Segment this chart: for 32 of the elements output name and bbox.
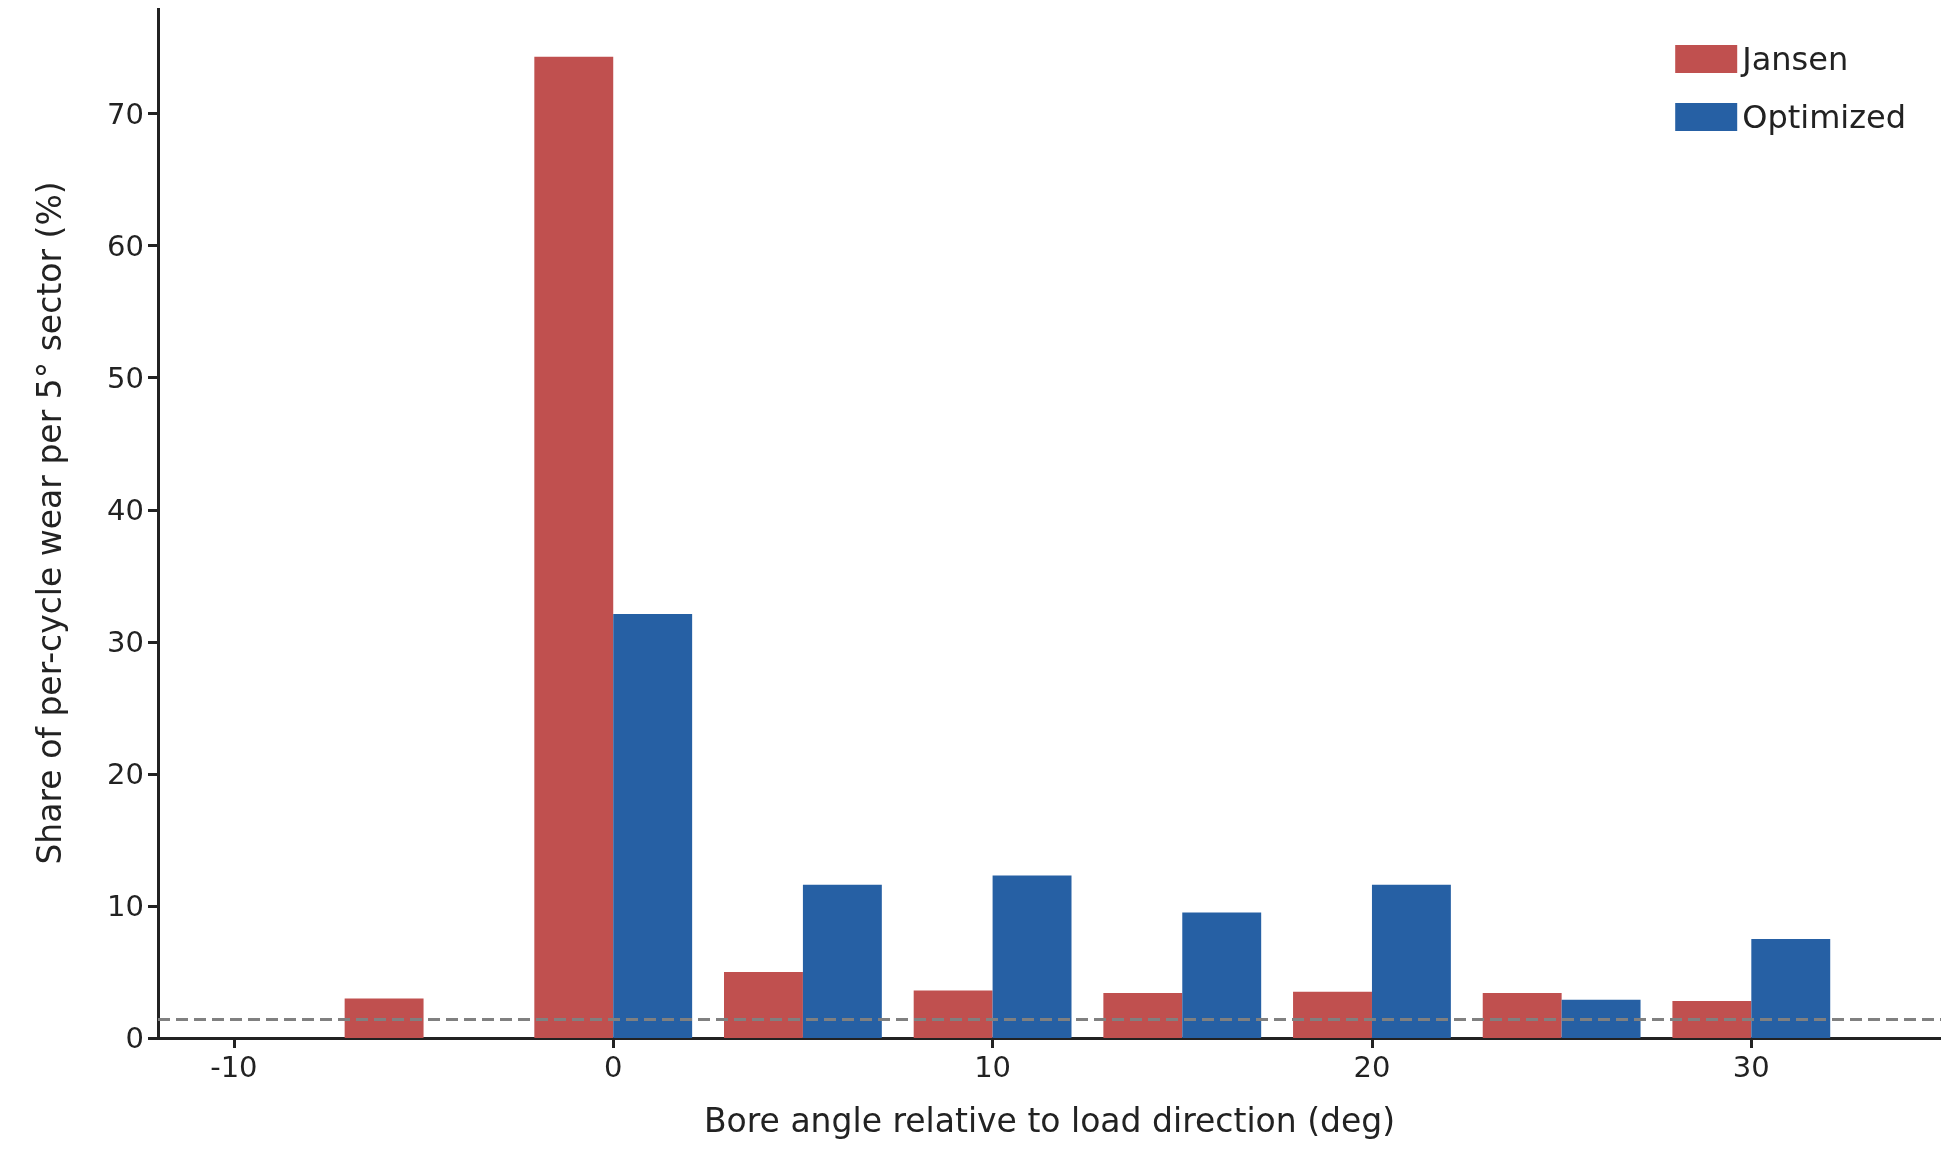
y-tick-label: 0 (125, 1021, 144, 1055)
bar (724, 971, 803, 1038)
bar (534, 56, 614, 1038)
y-tick-label: 20 (107, 756, 144, 791)
x-tick-label: 30 (1732, 1049, 1770, 1084)
bar (802, 884, 882, 1038)
bar (913, 990, 993, 1038)
y-axis-title: Share of per-cycle wear per 5° sector (%) (30, 181, 69, 865)
legend-label: Optimized (1742, 98, 1906, 136)
x-axis-title: Bore angle relative to load direction (deg) (703, 1101, 1396, 1140)
y-tick-label: 50 (107, 360, 144, 395)
y-tick-label: 70 (107, 96, 144, 131)
bar (344, 998, 424, 1038)
bar (1103, 993, 1183, 1038)
legend-label: Jansen (1740, 40, 1849, 78)
x-tick-label: 10 (974, 1049, 1012, 1084)
y-tick-label: 10 (107, 888, 144, 923)
bar (1293, 991, 1372, 1038)
bar (1672, 1001, 1752, 1038)
bar (613, 614, 693, 1038)
x-tick-label: -10 (210, 1049, 258, 1084)
x-tick-label: 20 (1353, 1049, 1391, 1084)
bar (1482, 993, 1562, 1038)
bar (1751, 938, 1831, 1038)
bar (1182, 912, 1262, 1038)
y-tick-label: 60 (107, 228, 144, 263)
y-tick-label: 30 (107, 624, 144, 659)
bar (1561, 999, 1641, 1038)
bar (1371, 884, 1451, 1038)
bar (992, 875, 1072, 1038)
x-tick-label: 0 (604, 1049, 623, 1084)
y-tick-label: 40 (107, 492, 144, 527)
